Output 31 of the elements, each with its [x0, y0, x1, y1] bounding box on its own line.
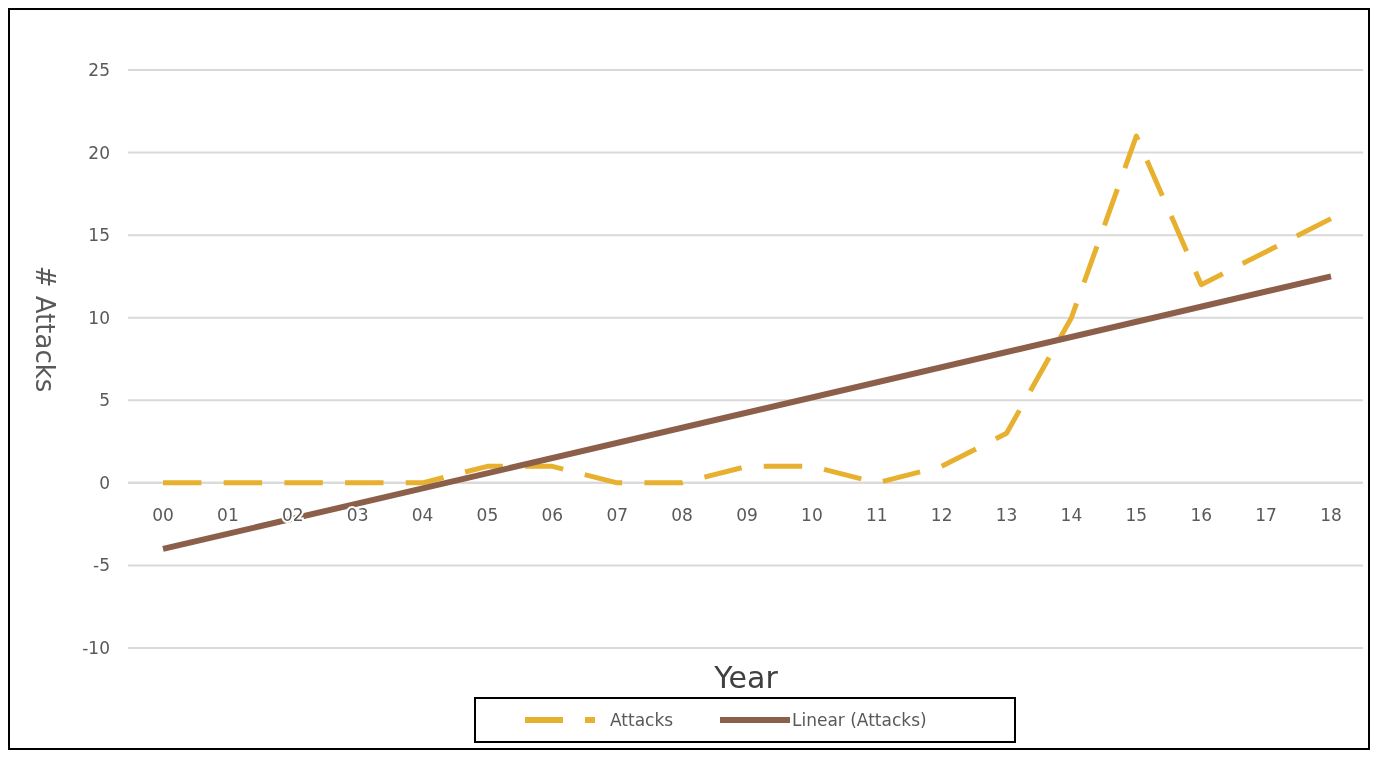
y-tick-label: 5 [99, 390, 110, 411]
x-tick-label: 02 [281, 504, 304, 525]
x-tick-label: 06 [541, 504, 564, 525]
legend-label: Attacks [610, 709, 674, 730]
x-tick-label: 16 [1190, 504, 1213, 525]
x-tick-label: 12 [930, 504, 953, 525]
x-tick-label: 10 [801, 504, 823, 525]
y-tick-label: -10 [82, 637, 110, 658]
y-tick-label: 15 [88, 225, 110, 246]
x-tick-label: 09 [736, 504, 758, 525]
y-axis-title: # Attacks [30, 265, 60, 393]
x-tick-label: 00 [152, 504, 174, 525]
x-tick-label: 08 [671, 504, 693, 525]
legend-label: Linear (Attacks) [792, 709, 927, 730]
x-tick-label: 05 [476, 504, 499, 525]
x-tick-label: 13 [995, 504, 1018, 525]
x-tick-label: 01 [217, 504, 239, 525]
x-tick-label: 14 [1060, 504, 1083, 525]
y-tick-label: -5 [93, 555, 110, 576]
x-tick-label: 18 [1320, 504, 1342, 525]
x-tick-label: 07 [606, 504, 629, 525]
y-tick-label: 10 [88, 307, 110, 328]
x-tick-label: 17 [1255, 504, 1277, 525]
x-axis-title: Year [713, 660, 779, 695]
x-tick-label: 15 [1125, 504, 1148, 525]
x-tick-label: 04 [411, 504, 434, 525]
y-tick-label: 0 [99, 472, 110, 493]
x-tick-label: 03 [346, 504, 369, 525]
y-tick-label: 20 [88, 142, 110, 163]
y-tick-label: 25 [88, 59, 110, 80]
x-tick-label: 11 [865, 504, 888, 525]
